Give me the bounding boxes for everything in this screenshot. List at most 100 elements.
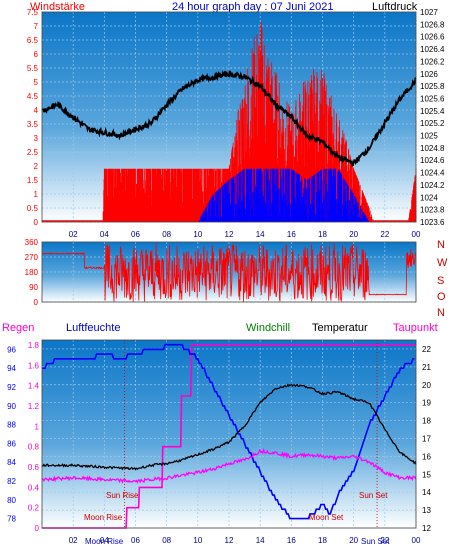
dewpoint-label: Taupunkt (393, 322, 438, 334)
wind-strength-tick: 1.5 (27, 176, 39, 185)
compass-label: N (437, 239, 445, 251)
x-tick: 04 (100, 230, 109, 239)
wind-direction-series (41, 243, 416, 303)
pressure-tick: 1024.8 (420, 144, 445, 153)
compass-label: N (437, 307, 445, 319)
sun-rise-label: Sun Rise (106, 491, 139, 500)
x-tick: 22 (380, 536, 389, 545)
x-tick: 22 (380, 230, 389, 239)
humidity-axis: 78 80 82 84 86 88 90 92 94 96 (7, 345, 16, 523)
pressure-tick: 1024.2 (420, 181, 445, 190)
pressure-tick: 1025.6 (420, 94, 445, 103)
x-tick: 06 (131, 536, 140, 545)
x-tick: 04 (100, 536, 109, 545)
pressure-tick: 1023.6 (420, 218, 445, 227)
compass-label: S (437, 275, 444, 287)
pressure-axis: 1023.6 1023.8 1024 1024.2 1024.4 1024.6 1024.8… (420, 8, 445, 227)
x-tick: 14 (256, 536, 265, 545)
direction-tick: 0 (34, 298, 39, 307)
rain-tick: 0.4 (28, 483, 40, 492)
x-tick: 02 (69, 536, 78, 545)
wind-strength-tick: 3.5 (27, 120, 39, 129)
x-tick: 02 (69, 230, 78, 239)
wind-pressure-panel: 00.511.522.533.544.555.566.577.5 1023.61… (27, 8, 445, 239)
x-tick: 06 (131, 230, 140, 239)
temperature-tick: 12 (422, 524, 431, 533)
dewpoint-series (41, 447, 417, 484)
pressure-tick: 1025.8 (420, 82, 445, 91)
rain-tick: 1.8 (28, 341, 40, 350)
temperature-tick: 22 (422, 345, 431, 354)
pressure-tick: 1025.2 (420, 119, 445, 128)
temperature-tick: 16 (422, 452, 431, 461)
moon-set-label: Moon Set (309, 513, 344, 522)
wind-direction-axis: 0 90 180 270 360 (25, 238, 39, 307)
humidity-label: Luftfeuchte (66, 322, 120, 334)
humidity-tick: 78 (7, 515, 16, 524)
wind-strength-tick: 5.5 (27, 64, 39, 73)
pressure-tick: 1026.8 (420, 20, 445, 29)
x-tick: 14 (256, 230, 265, 239)
climate-panel: 0 0.2 0.4 0.6 0.8 1 1.2 1.4 1.6 1.8 78 80 82 84 86 88 9… (7, 339, 431, 546)
x-tick: 00 (412, 230, 421, 239)
pressure-label: Luftdruck (372, 1, 418, 13)
wind-direction-frame (41, 241, 417, 303)
humidity-tick: 84 (7, 458, 16, 467)
wind-strength-tick: 0.5 (27, 204, 39, 213)
rain-axis: 0 0.2 0.4 0.6 0.8 1 1.2 1.4 1.6 1.8 (28, 341, 40, 533)
wind-strength-tick: 4 (34, 106, 39, 115)
rain-tick: 0.8 (28, 443, 40, 452)
compass-label: O (437, 291, 446, 303)
pressure-series (41, 70, 417, 167)
direction-tick: 180 (25, 268, 39, 277)
humidity-tick: 82 (7, 477, 16, 486)
wind-strength-tick: 6 (34, 50, 39, 59)
rain-tick: 1.6 (28, 361, 40, 370)
astro-annotations: Sun Rise Sun Set Moon Rise Moon Set Moon… (84, 491, 390, 546)
compass-label: W (437, 257, 448, 269)
pressure-tick: 1026.2 (420, 57, 445, 66)
wind-pressure-x-axis: 02 04 06 08 10 12 14 16 18 20 22 00 (69, 230, 421, 239)
direction-tick: 90 (29, 283, 38, 292)
humidity-tick: 96 (7, 345, 16, 354)
wind-strength-tick: 7.5 (27, 8, 39, 17)
temperature-axis: 12 13 14 15 16 17 18 19 20 21 22 (422, 345, 431, 533)
temperature-tick: 19 (422, 399, 431, 408)
humidity-tick: 88 (7, 421, 16, 430)
temperature-label: Temperatur (312, 322, 368, 334)
rain-tick: 1.2 (28, 402, 40, 411)
x-tick: 00 (412, 536, 421, 545)
sun-set-axis-label: Sun Set (361, 537, 390, 546)
x-tick: 16 (287, 230, 296, 239)
moon-rise-axis-label: Moon Rise (85, 537, 124, 546)
pressure-tick: 1023.8 (420, 206, 445, 215)
wind-strength-axis: 0 0.5 1 1.5 2 2.5 3 3.5 4 4.5 5 5.5 6 6.5 7 7.5 (27, 8, 39, 227)
wind-pressure-frame (41, 11, 417, 223)
pressure-tick: 1025 (420, 132, 438, 141)
rain-tick: 1.4 (28, 382, 40, 391)
wind-strength-tick: 2 (34, 162, 39, 171)
humidity-tick: 86 (7, 439, 16, 448)
rain-label: Regen (2, 322, 34, 334)
x-tick: 20 (349, 230, 358, 239)
sun-set-label: Sun Set (359, 491, 388, 500)
temperature-series (41, 383, 417, 471)
x-tick: 18 (318, 536, 327, 545)
windchill-label: Windchill (246, 322, 290, 334)
rain-tick: 1 (35, 422, 40, 431)
humidity-series (42, 343, 415, 520)
temperature-tick: 21 (422, 363, 431, 372)
climate-series (41, 339, 417, 529)
wind-strength-tick: 7 (34, 22, 39, 31)
temperature-tick: 15 (422, 470, 431, 479)
direction-tick: 360 (25, 238, 39, 247)
wind-pressure-series (41, 11, 417, 223)
climate-x-axis: 02 04 06 08 10 12 14 16 18 20 22 00 (69, 536, 421, 545)
humidity-tick: 80 (7, 496, 16, 505)
x-tick: 10 (193, 230, 202, 239)
rain-tick: 0.2 (28, 504, 40, 513)
pressure-tick: 1026.6 (420, 33, 445, 42)
temperature-tick: 13 (422, 506, 431, 515)
